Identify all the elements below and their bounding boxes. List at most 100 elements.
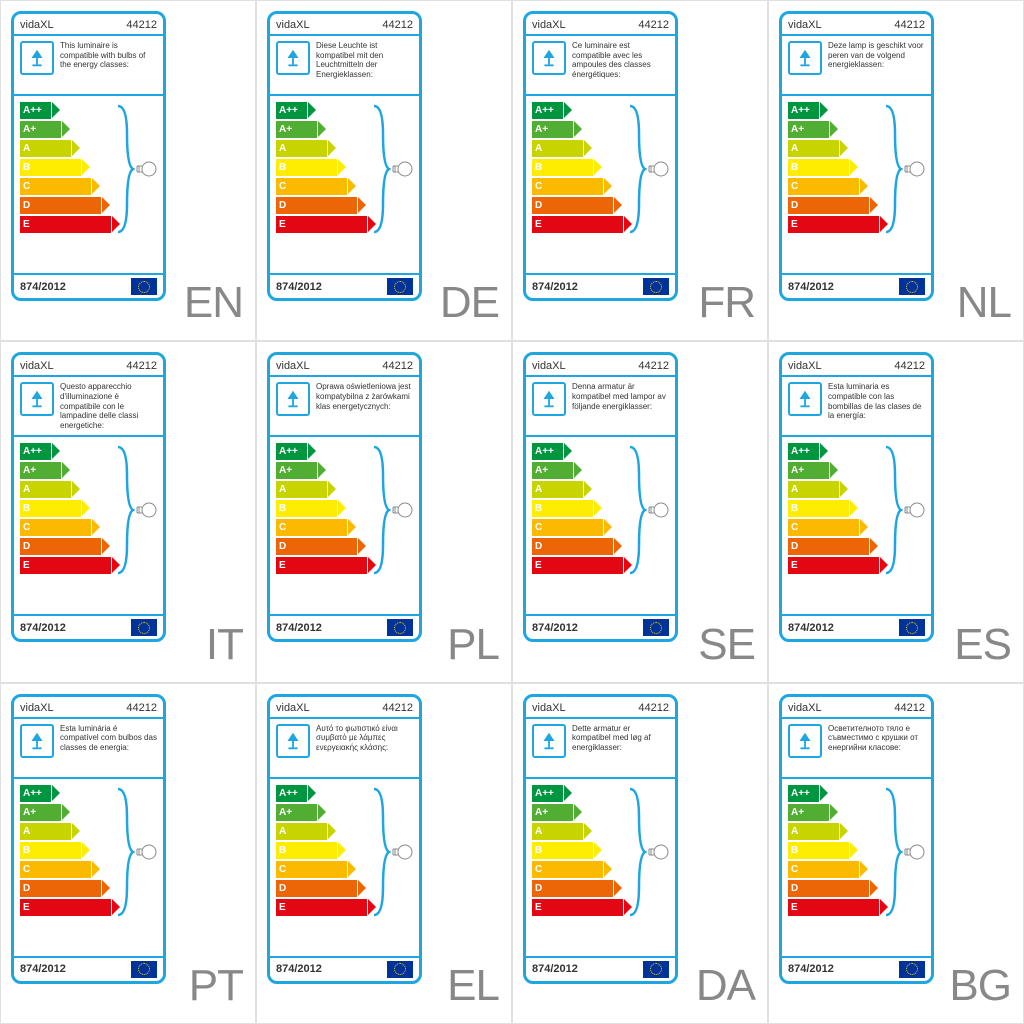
eu-flag-icon [899,961,925,978]
description-text: Dette armatur er kompatibel med løg af e… [572,724,669,753]
energy-bar-A: A [20,140,163,157]
regulation-text: 874/2012 [788,963,834,975]
eu-flag-icon [643,278,669,295]
lamp-icon [538,47,560,69]
brand-text: vidaXL [20,360,54,372]
language-code: EL [447,961,499,1011]
bulb-icon [391,501,413,519]
label-footer: 874/2012 [526,614,675,639]
brand-text: vidaXL [20,19,54,31]
description-text: Oprawa oświetleniowa jest kompatybilna z… [316,382,413,411]
label-cell-nl: vidaXL 44212 Deze lamp is geschikt voor … [768,0,1024,341]
brace-icon [627,445,647,575]
brand-text: vidaXL [788,19,822,31]
energy-label: vidaXL 44212 Diese Leuchte ist kompatibe… [267,11,422,301]
energy-bar-A: A [276,140,419,157]
lamp-icon [794,730,816,752]
energy-bars: A++ A+ A B C D E [270,96,419,233]
energy-bar-A: A [20,823,163,840]
lamp-icon [282,388,304,410]
brand-text: vidaXL [276,702,310,714]
energy-bar-Aplus: A+ [276,804,419,821]
label-cell-se: vidaXL 44212 Denna armatur är kompatibel… [512,341,768,682]
energy-bar-D: D [20,880,163,897]
brace-icon [371,445,391,575]
energy-bar-D: D [276,880,419,897]
label-header: vidaXL 44212 [526,14,675,34]
regulation-text: 874/2012 [276,622,322,634]
language-code: NL [957,278,1011,328]
energy-bars: A++ A+ A B C D E [14,437,163,574]
lamp-icon [26,388,48,410]
language-code: IT [206,620,243,670]
description-text: Esta luminaria es compatible con las bom… [828,382,925,420]
energy-label: vidaXL 44212 Deze lamp is geschikt voor … [779,11,934,301]
lamp-icon [282,47,304,69]
energy-bar-Aplusplus: A++ [276,443,419,460]
brace-icon [883,787,903,917]
energy-label: vidaXL 44212 Ce luminaire est compatible… [523,11,678,301]
label-header: vidaXL 44212 [270,14,419,34]
brace-icon [371,787,391,917]
energy-label: vidaXL 44212 Denna armatur är kompatibel… [523,352,678,642]
energy-bar-E: E [788,216,931,233]
language-code: PT [189,961,243,1011]
energy-bar-Aplusplus: A++ [20,785,163,802]
energy-bar-A: A [532,140,675,157]
label-footer: 874/2012 [782,273,931,298]
energy-bar-Aplusplus: A++ [276,102,419,119]
label-header: vidaXL 44212 [782,355,931,375]
energy-bars: A++ A+ A B C D E [270,779,419,916]
energy-bar-Aplus: A+ [20,804,163,821]
language-code: SE [698,620,755,670]
description-row: Questo apparecchio d'illuminazione è com… [14,377,163,435]
product-id-text: 44212 [126,702,157,714]
energy-bars: A++ A+ A B C D E [526,437,675,574]
bulb-icon [135,160,157,178]
label-cell-bg: vidaXL 44212 Осветителното тяло е съвмес… [768,683,1024,1024]
brace-icon [115,104,135,234]
energy-bar-D: D [788,880,931,897]
energy-bar-A: A [532,481,675,498]
product-id-text: 44212 [894,702,925,714]
bulb-icon [647,843,669,861]
energy-bar-D: D [276,538,419,555]
brace-icon [371,104,391,234]
energy-bar-Aplus: A+ [276,121,419,138]
label-header: vidaXL 44212 [526,355,675,375]
regulation-text: 874/2012 [276,281,322,293]
energy-bar-Aplusplus: A++ [788,443,931,460]
brace-icon [883,104,903,234]
description-row: Осветителното тяло е съвместимо с крушки… [782,719,931,777]
description-row: Αυτό το φωτιστικό είναι συμβατό με λάμπε… [270,719,419,777]
regulation-text: 874/2012 [20,622,66,634]
energy-bar-E: E [20,216,163,233]
label-header: vidaXL 44212 [270,697,419,717]
product-id-text: 44212 [638,19,669,31]
description-row: Oprawa oświetleniowa jest kompatybilna z… [270,377,419,435]
energy-bar-E: E [20,557,163,574]
lamp-icon [538,388,560,410]
lamp-icon [282,730,304,752]
eu-flag-icon [643,619,669,636]
energy-label: vidaXL 44212 Αυτό το φωτιστικό είναι συμ… [267,694,422,984]
energy-bar-E: E [276,216,419,233]
energy-bar-D: D [20,538,163,555]
energy-bars: A++ A+ A B C D E [14,779,163,916]
energy-bar-Aplus: A+ [20,121,163,138]
energy-label: vidaXL 44212 Dette armatur er kompatibel… [523,694,678,984]
bulb-icon [135,501,157,519]
lamp-icon-box [276,382,310,416]
brand-text: vidaXL [532,19,566,31]
brace-icon [883,445,903,575]
brace-icon [627,104,647,234]
product-id-text: 44212 [894,360,925,372]
energy-bar-Aplus: A+ [532,121,675,138]
regulation-text: 874/2012 [276,963,322,975]
eu-flag-icon [387,278,413,295]
lamp-icon [26,730,48,752]
eu-flag-icon [643,961,669,978]
label-cell-pl: vidaXL 44212 Oprawa oświetleniowa jest k… [256,341,512,682]
brace-icon [115,445,135,575]
label-header: vidaXL 44212 [782,14,931,34]
